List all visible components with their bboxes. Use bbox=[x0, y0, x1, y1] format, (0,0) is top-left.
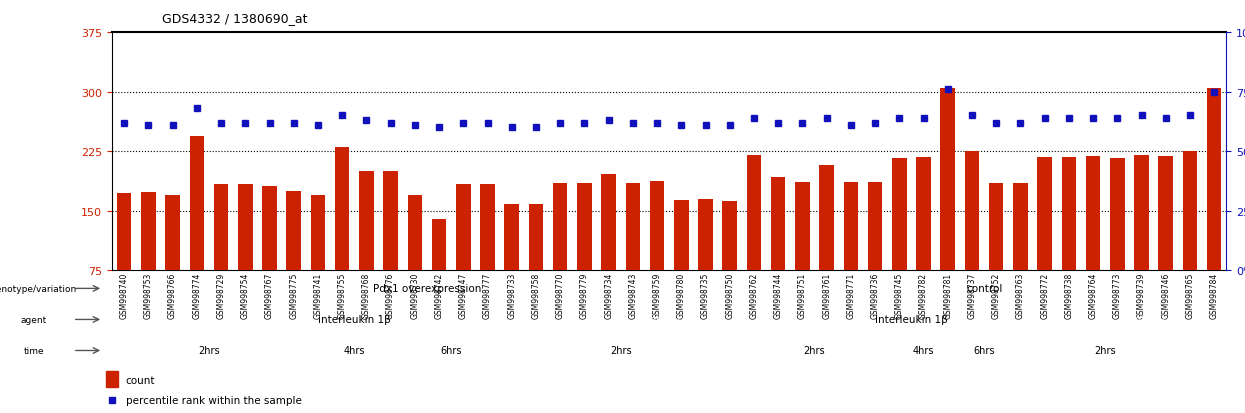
Text: 12hrs: 12hrs bbox=[510, 346, 538, 356]
Text: 24hrs: 24hrs bbox=[680, 346, 707, 356]
Text: 4hrs: 4hrs bbox=[913, 346, 934, 356]
Text: 24hrs: 24hrs bbox=[1164, 346, 1191, 356]
Bar bbox=[1134, 156, 1149, 271]
Text: 4hrs: 4hrs bbox=[344, 346, 365, 356]
Bar bbox=[407, 195, 422, 271]
Bar bbox=[747, 156, 761, 271]
Bar bbox=[529, 205, 543, 271]
Text: 24hrs: 24hrs bbox=[559, 346, 586, 356]
Bar bbox=[1111, 159, 1124, 271]
Bar bbox=[141, 193, 156, 271]
Bar bbox=[286, 191, 301, 271]
Bar bbox=[106, 371, 118, 387]
Bar bbox=[263, 187, 276, 271]
Text: 12hrs: 12hrs bbox=[1006, 346, 1035, 356]
Text: 2hrs: 2hrs bbox=[610, 346, 631, 356]
Text: 2hrs: 2hrs bbox=[198, 346, 220, 356]
Bar bbox=[625, 183, 640, 271]
Text: GDS4332 / 1380690_at: GDS4332 / 1380690_at bbox=[162, 12, 308, 25]
Bar bbox=[916, 157, 931, 271]
Bar bbox=[359, 171, 373, 271]
Bar bbox=[1062, 158, 1076, 271]
Text: untreated: untreated bbox=[1128, 315, 1179, 325]
Bar bbox=[117, 194, 132, 271]
Bar bbox=[989, 183, 1003, 271]
Text: 2hrs: 2hrs bbox=[1094, 346, 1116, 356]
Text: Pdx1 overexpression: Pdx1 overexpression bbox=[372, 284, 481, 294]
Bar bbox=[456, 185, 471, 271]
Bar bbox=[214, 185, 228, 271]
Bar bbox=[432, 219, 446, 271]
Bar bbox=[1183, 152, 1198, 271]
Bar bbox=[1037, 157, 1052, 271]
Bar bbox=[891, 159, 906, 271]
Text: 24hrs: 24hrs bbox=[1043, 346, 1071, 356]
Bar bbox=[601, 175, 616, 271]
Bar bbox=[796, 183, 809, 271]
Bar bbox=[504, 205, 519, 271]
Bar bbox=[238, 184, 253, 271]
Text: count: count bbox=[126, 375, 156, 385]
Bar bbox=[553, 183, 568, 271]
Bar bbox=[383, 171, 398, 271]
Text: time: time bbox=[24, 346, 44, 355]
Bar bbox=[940, 89, 955, 271]
Bar bbox=[1013, 183, 1027, 271]
Text: 2hrs: 2hrs bbox=[804, 346, 825, 356]
Text: percentile rank within the sample: percentile rank within the sample bbox=[126, 395, 301, 405]
Bar bbox=[650, 182, 665, 271]
Text: interleukin 1β: interleukin 1β bbox=[875, 315, 947, 325]
Bar bbox=[868, 183, 883, 271]
Text: interleukin 1β: interleukin 1β bbox=[317, 315, 391, 325]
Bar bbox=[844, 183, 858, 271]
Bar bbox=[311, 195, 325, 271]
Bar bbox=[1206, 88, 1221, 271]
Bar bbox=[771, 177, 786, 271]
Bar bbox=[189, 137, 204, 271]
Bar bbox=[674, 201, 688, 271]
Bar bbox=[481, 185, 494, 271]
Bar bbox=[1159, 157, 1173, 271]
Bar bbox=[698, 199, 713, 271]
Text: agent: agent bbox=[20, 315, 47, 324]
Text: 6hrs: 6hrs bbox=[974, 346, 995, 356]
Text: genotype/variation: genotype/variation bbox=[0, 284, 77, 293]
Bar bbox=[819, 166, 834, 271]
Text: untreated: untreated bbox=[644, 315, 695, 325]
Text: 6hrs: 6hrs bbox=[441, 346, 462, 356]
Bar bbox=[578, 183, 591, 271]
Bar bbox=[166, 195, 179, 271]
Bar bbox=[335, 148, 350, 271]
Bar bbox=[1086, 157, 1101, 271]
Bar bbox=[722, 202, 737, 271]
Text: control: control bbox=[966, 284, 1002, 294]
Bar bbox=[965, 152, 980, 271]
